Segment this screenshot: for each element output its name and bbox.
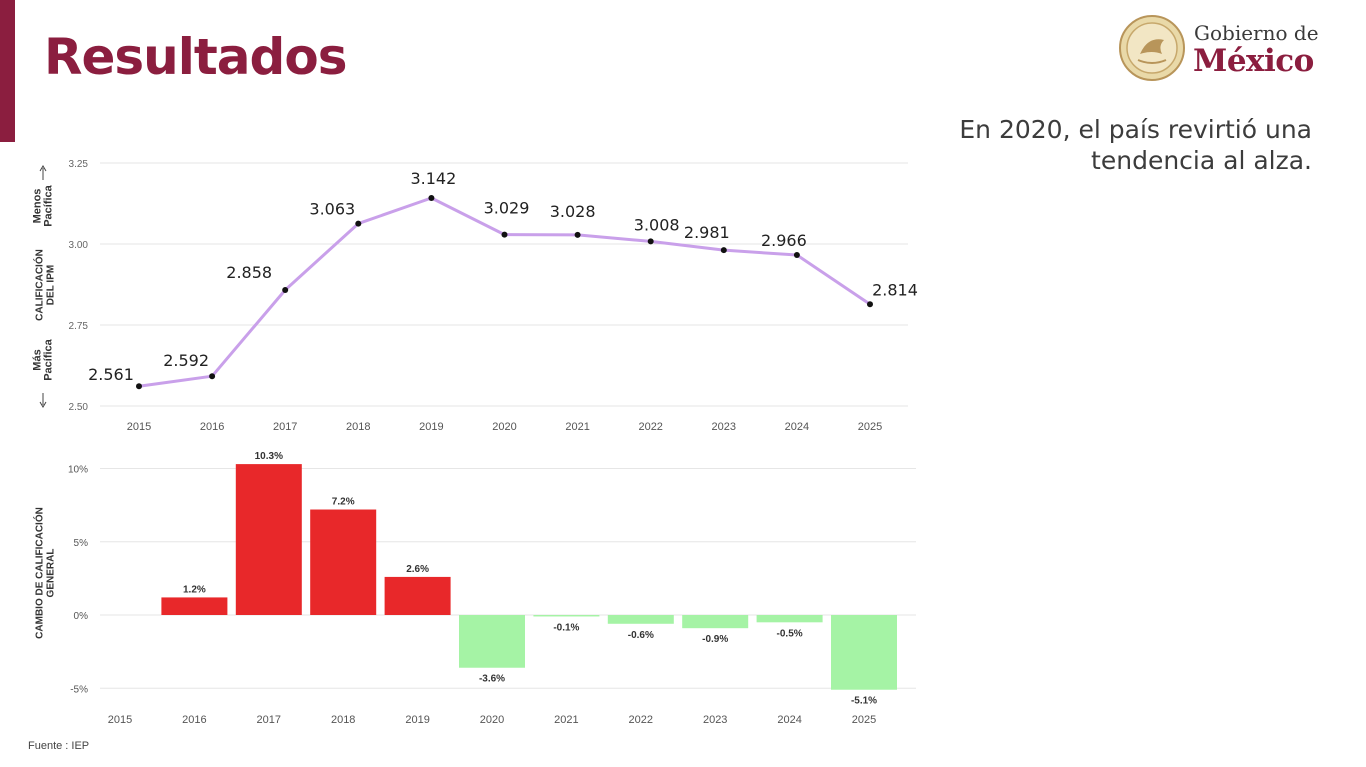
bar-change-2020 bbox=[459, 615, 525, 668]
bar-chart-x-tick-label: 2024 bbox=[777, 714, 801, 726]
line-data-point bbox=[574, 231, 581, 238]
bar-data-label: 10.3% bbox=[255, 451, 283, 462]
line-data-point bbox=[867, 301, 873, 308]
bar-change-2021 bbox=[533, 615, 600, 617]
line-chart-x-tick-label: 2018 bbox=[346, 421, 370, 433]
bar-chart-x-tick-label: 2023 bbox=[703, 714, 727, 726]
arrow-down-icon bbox=[39, 393, 47, 408]
bar-chart-y-tick-label: 10% bbox=[68, 465, 88, 476]
line-chart-x-tick-label: 2015 bbox=[127, 421, 151, 433]
line-chart-x-tick-label: 2016 bbox=[200, 421, 224, 433]
bar-change-2022 bbox=[607, 615, 674, 624]
bar-chart-y-axis-title-line: GENERAL bbox=[46, 549, 57, 598]
line-data-point bbox=[720, 247, 727, 254]
bar-data-label: -0.9% bbox=[702, 634, 728, 645]
line-chart-y-top-label: Menos Pacífica bbox=[32, 184, 55, 226]
arrow-up-icon bbox=[39, 165, 47, 180]
line-data-point bbox=[209, 373, 216, 380]
bar-chart-x-tick-label: 2019 bbox=[405, 714, 429, 726]
line-chart-x-tick-label: 2017 bbox=[273, 421, 297, 433]
bar-chart-y-tick-label: 0% bbox=[74, 611, 89, 622]
line-chart-y-tick-label: 2.75 bbox=[69, 321, 89, 332]
bar-data-label: -3.6% bbox=[479, 674, 505, 685]
line-chart-x-tick-label: 2021 bbox=[565, 421, 589, 433]
line-chart-y-bottom-label: Más Pacífica bbox=[32, 338, 55, 380]
bar-chart-y-axis-title: CAMBIO DE CALIFICACIÓN GENERAL bbox=[33, 507, 57, 639]
line-data-label: 3.063 bbox=[309, 200, 355, 219]
line-chart-y-tick-label: 2.50 bbox=[69, 402, 89, 413]
bar-data-label: 1.2% bbox=[183, 584, 206, 595]
bar-chart-x-tick-label: 2018 bbox=[331, 714, 355, 726]
logo-text-line1: Gobierno de bbox=[1194, 21, 1319, 45]
bar-change-2017 bbox=[235, 464, 302, 615]
line-data-label: 3.008 bbox=[634, 215, 680, 234]
bar-chart-y-tick-label: -5% bbox=[70, 684, 88, 695]
line-chart-y-bottom-label-line: Más bbox=[32, 349, 44, 370]
bar-chart-x-tick-label: 2021 bbox=[554, 714, 578, 726]
line-data-label: 2.966 bbox=[761, 231, 807, 250]
line-data-point bbox=[793, 252, 800, 259]
line-chart-y-tick-label: 3.25 bbox=[69, 159, 89, 170]
logo-text-line2: México bbox=[1193, 43, 1314, 79]
bar-data-label: 7.2% bbox=[332, 497, 355, 508]
line-data-point bbox=[501, 231, 508, 238]
headline: En 2020, el país revirtió una tendencia … bbox=[892, 114, 1312, 176]
line-chart-x-tick-label: 2020 bbox=[492, 421, 516, 433]
bar-data-label: -5.1% bbox=[851, 696, 877, 707]
line-data-point bbox=[282, 287, 289, 294]
line-chart-y-axis-title: CALIFICACIÓN DEL IPM bbox=[33, 249, 57, 321]
line-chart-y-top-label-line: Pacífica bbox=[43, 184, 55, 226]
line-chart-x-tick-label: 2022 bbox=[638, 421, 662, 433]
line-chart-y-tick-label: 3.00 bbox=[69, 240, 89, 251]
accent-bar bbox=[0, 0, 15, 142]
line-data-label: 2.814 bbox=[872, 280, 918, 299]
bar-chart-x-tick-label: 2016 bbox=[182, 714, 206, 726]
line-chart-y-axis-title-line: CALIFICACIÓN bbox=[33, 249, 46, 321]
headline-line-1: En 2020, el país revirtió una bbox=[959, 115, 1312, 144]
bar-change-2023 bbox=[682, 615, 749, 629]
bar-chart-x-tick-label: 2020 bbox=[480, 714, 504, 726]
line-data-label: 3.142 bbox=[410, 169, 456, 188]
line-chart-x-tick-label: 2019 bbox=[419, 421, 443, 433]
bar-change-2024 bbox=[756, 615, 823, 623]
line-series-ipm-score bbox=[138, 196, 871, 388]
headline-line-2: tendencia al alza. bbox=[1091, 146, 1312, 175]
bar-change-2025 bbox=[831, 615, 897, 690]
bar-chart-x-tick-label: 2022 bbox=[629, 714, 653, 726]
line-chart-y-axis-title-line: DEL IPM bbox=[46, 265, 57, 305]
line-data-label: 2.858 bbox=[226, 263, 272, 282]
national-seal-icon bbox=[1119, 15, 1185, 81]
line-data-point bbox=[355, 220, 362, 227]
line-chart-x-tick-label: 2025 bbox=[858, 421, 882, 433]
line-chart-y-top-label-line: Menos bbox=[32, 189, 44, 224]
bar-data-label: 2.6% bbox=[406, 564, 429, 575]
bar-chart-x-tick-label: 2017 bbox=[257, 714, 281, 726]
line-chart-y-bottom-label-line: Pacífica bbox=[43, 338, 55, 380]
line-chart-x-tick-label: 2024 bbox=[785, 421, 809, 433]
government-logo: Gobierno de México bbox=[1118, 14, 1348, 84]
line-data-label: 2.561 bbox=[88, 365, 134, 384]
source-note: Fuente : IEP bbox=[28, 740, 90, 752]
bar-data-label: -0.5% bbox=[777, 628, 803, 639]
line-data-label: 2.592 bbox=[163, 351, 209, 370]
bar-data-label: -0.6% bbox=[628, 630, 654, 641]
bar-change-2016 bbox=[161, 597, 228, 615]
bar-chart-y-tick-label: 5% bbox=[74, 538, 89, 549]
line-data-label: 3.029 bbox=[484, 199, 530, 218]
line-data-point bbox=[428, 194, 435, 201]
bar-change-2019 bbox=[384, 576, 451, 615]
bar-data-label: -0.1% bbox=[553, 622, 579, 633]
line-data-label: 3.028 bbox=[550, 202, 596, 221]
bar-change-2018 bbox=[310, 509, 377, 615]
page-title: Resultados bbox=[44, 28, 347, 86]
line-chart-x-tick-label: 2023 bbox=[712, 421, 736, 433]
line-data-label: 2.981 bbox=[684, 223, 730, 242]
bar-chart-x-tick-label: 2015 bbox=[108, 714, 132, 726]
line-data-point bbox=[647, 238, 654, 245]
bar-chart-x-tick-label: 2025 bbox=[852, 714, 876, 726]
line-data-point bbox=[136, 383, 142, 390]
bar-chart-y-axis-title-line: CAMBIO DE CALIFICACIÓN bbox=[33, 507, 46, 639]
